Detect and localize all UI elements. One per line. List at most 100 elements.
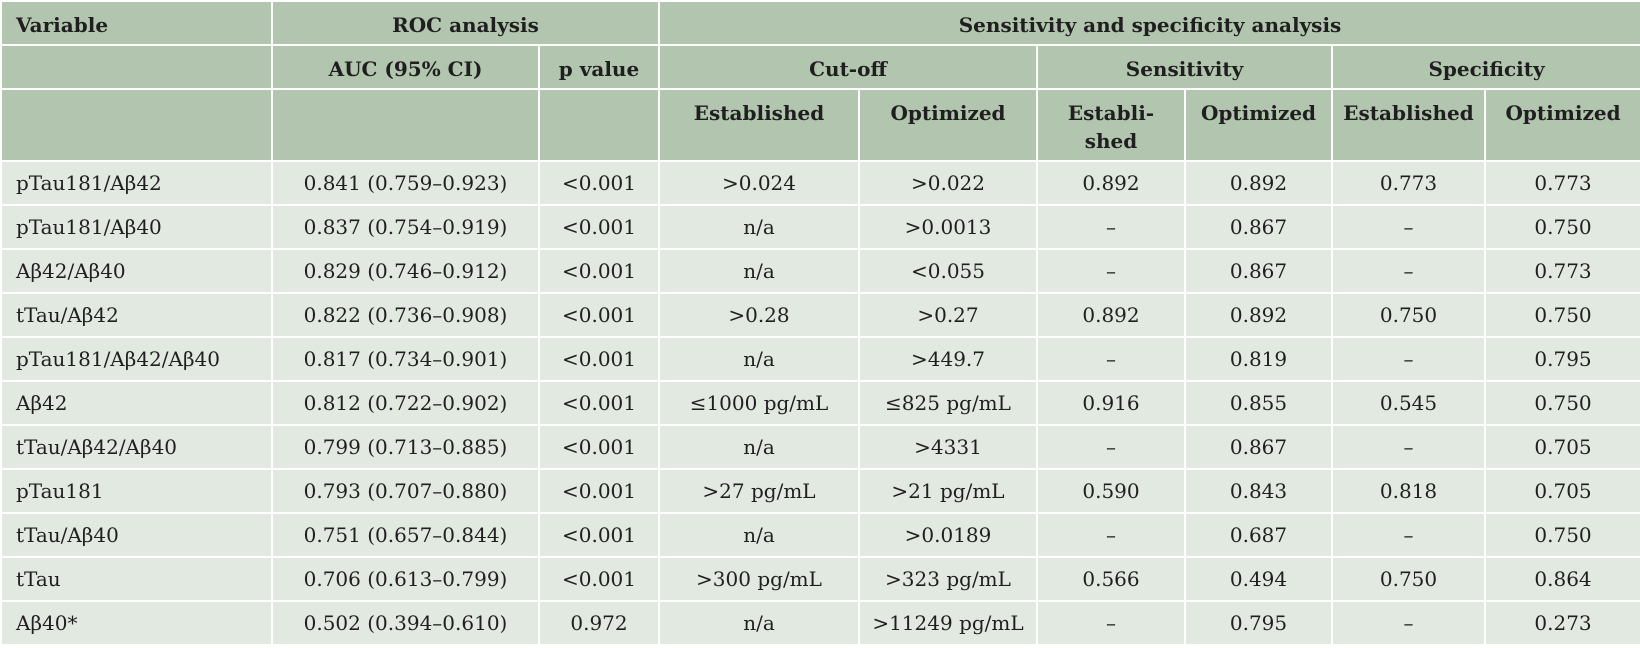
cell-cutoff-established: ≤1000 pg/mL [658,380,860,426]
header-roc-analysis: ROC analysis [271,0,660,46]
cell-auc: 0.502 (0.394–0.610) [271,600,540,646]
cell-cutoff-optimized: >449.7 [858,336,1038,382]
cell-auc: 0.817 (0.734–0.901) [271,336,540,382]
cell-sensitivity-established: – [1036,248,1186,294]
cell-p-value: <0.001 [538,204,660,250]
table-row: tTau 0.706 (0.613–0.799) <0.001 >300 pg/mL >… [0,556,1640,602]
cell-auc: 0.706 (0.613–0.799) [271,556,540,602]
cell-variable: Aβ40* [0,600,273,646]
header-row-3: Established Optimized Establi-shed Optim… [0,88,1640,162]
cell-sensitivity-established: 0.892 [1036,160,1186,206]
cell-specificity-optimized: 0.273 [1483,600,1640,646]
table-row: Aβ40* 0.502 (0.394–0.610) 0.972 n/a >11249 p… [0,600,1640,646]
cell-cutoff-established: n/a [658,512,860,558]
cell-cutoff-established: n/a [658,424,860,470]
header-sensitivity-established: Establi-shed [1036,88,1186,162]
cell-cutoff-optimized: >21 pg/mL [858,468,1038,514]
cell-sensitivity-optimized: 0.867 [1184,424,1333,470]
cell-specificity-optimized: 0.864 [1483,556,1640,602]
cell-sensitivity-optimized: 0.867 [1184,248,1333,294]
cell-sensitivity-optimized: 0.843 [1184,468,1333,514]
cell-cutoff-established: n/a [658,336,860,382]
cell-cutoff-established: >0.28 [658,292,860,338]
cell-cutoff-optimized: >4331 [858,424,1038,470]
cell-sensitivity-established: – [1036,512,1186,558]
cell-p-value: <0.001 [538,292,660,338]
cell-p-value: <0.001 [538,160,660,206]
cell-cutoff-established: >27 pg/mL [658,468,860,514]
cell-specificity-established: – [1331,336,1486,382]
cell-auc: 0.822 (0.736–0.908) [271,292,540,338]
cell-specificity-established: – [1331,424,1486,470]
header-empty [0,88,273,162]
cell-cutoff-established: >300 pg/mL [658,556,860,602]
cell-specificity-optimized: 0.795 [1483,336,1640,382]
cell-specificity-established: 0.818 [1331,468,1486,514]
table-row: pTau181 0.793 (0.707–0.880) <0.001 >27 pg/m… [0,468,1640,514]
cell-cutoff-optimized: >0.27 [858,292,1038,338]
cell-specificity-optimized: 0.705 [1483,424,1640,470]
cell-p-value: <0.001 [538,248,660,294]
cell-auc: 0.793 (0.707–0.880) [271,468,540,514]
cell-auc: 0.751 (0.657–0.844) [271,512,540,558]
cell-specificity-optimized: 0.750 [1483,512,1640,558]
cell-p-value: <0.001 [538,556,660,602]
table-row: tTau/Aβ42/Aβ40 0.799 (0.713–0.885) <0.001 n… [0,424,1640,470]
cell-cutoff-established: n/a [658,600,860,646]
cell-specificity-established: 0.750 [1331,292,1486,338]
cell-p-value: <0.001 [538,512,660,558]
cell-variable: tTau/Aβ42/Aβ40 [0,424,273,470]
cell-sensitivity-optimized: 0.867 [1184,204,1333,250]
cell-specificity-optimized: 0.750 [1483,292,1640,338]
cell-auc: 0.837 (0.754–0.919) [271,204,540,250]
header-empty [0,44,273,90]
cell-cutoff-optimized: >323 pg/mL [858,556,1038,602]
table-row: tTau/Aβ42 0.822 (0.736–0.908) <0.001 >0.28 >… [0,292,1640,338]
cell-sensitivity-established: – [1036,424,1186,470]
cell-sensitivity-optimized: 0.494 [1184,556,1333,602]
cell-specificity-established: 0.545 [1331,380,1486,426]
header-cutoff-optimized: Optimized [858,88,1038,162]
cell-cutoff-optimized: >0.022 [858,160,1038,206]
cell-auc: 0.829 (0.746–0.912) [271,248,540,294]
cell-specificity-optimized: 0.750 [1483,204,1640,250]
header-sensitivity: Sensitivity [1036,44,1333,90]
cell-cutoff-established: >0.024 [658,160,860,206]
cell-sensitivity-established: 0.916 [1036,380,1186,426]
cell-cutoff-established: n/a [658,204,860,250]
header-sens-spec-analysis: Sensitivity and specificity analysis [657,0,1640,46]
cell-variable: pTau181/Aβ42 [0,160,273,206]
header-empty [538,88,660,162]
cell-variable: pTau181/Aβ40 [0,204,273,250]
header-sensitivity-optimized: Optimized [1184,88,1333,162]
cell-sensitivity-established: 0.892 [1036,292,1186,338]
table-row: pTau181/Aβ40 0.837 (0.754–0.919) <0.001 n/a… [0,204,1640,250]
cell-cutoff-optimized: >0.0189 [858,512,1038,558]
cell-cutoff-optimized: ≤825 pg/mL [858,380,1038,426]
table-row: pTau181/Aβ42 0.841 (0.759–0.923) <0.001 >0.… [0,160,1640,206]
cell-cutoff-optimized: >11249 pg/mL [858,600,1038,646]
cell-sensitivity-optimized: 0.892 [1184,292,1333,338]
header-specificity-established: Established [1331,88,1486,162]
table-row: tTau/Aβ40 0.751 (0.657–0.844) <0.001 n/a >0.… [0,512,1640,558]
table-header: Variable ROC analysis Sensitivity and sp… [0,0,1640,162]
cell-cutoff-optimized: >0.0013 [858,204,1038,250]
cell-sensitivity-optimized: 0.687 [1184,512,1333,558]
cell-sensitivity-established: 0.566 [1036,556,1186,602]
cell-auc: 0.799 (0.713–0.885) [271,424,540,470]
cell-specificity-established: – [1331,512,1486,558]
cell-specificity-optimized: 0.750 [1483,380,1640,426]
cell-cutoff-optimized: <0.055 [858,248,1038,294]
cell-specificity-optimized: 0.773 [1483,248,1640,294]
cell-specificity-established: – [1331,204,1486,250]
cell-variable: tTau/Aβ40 [0,512,273,558]
cell-p-value: <0.001 [538,468,660,514]
cell-cutoff-established: n/a [658,248,860,294]
table-row: pTau181/Aβ42/Aβ40 0.817 (0.734–0.901) <0.0… [0,336,1640,382]
table-body: pTau181/Aβ42 0.841 (0.759–0.923) <0.001 >0.… [0,160,1640,646]
cell-sensitivity-established: – [1036,600,1186,646]
cell-specificity-optimized: 0.773 [1483,160,1640,206]
table-row: Aβ42 0.812 (0.722–0.902) <0.001 ≤1000 pg/mL… [0,380,1640,426]
header-empty [271,88,540,162]
cell-sensitivity-established: 0.590 [1036,468,1186,514]
